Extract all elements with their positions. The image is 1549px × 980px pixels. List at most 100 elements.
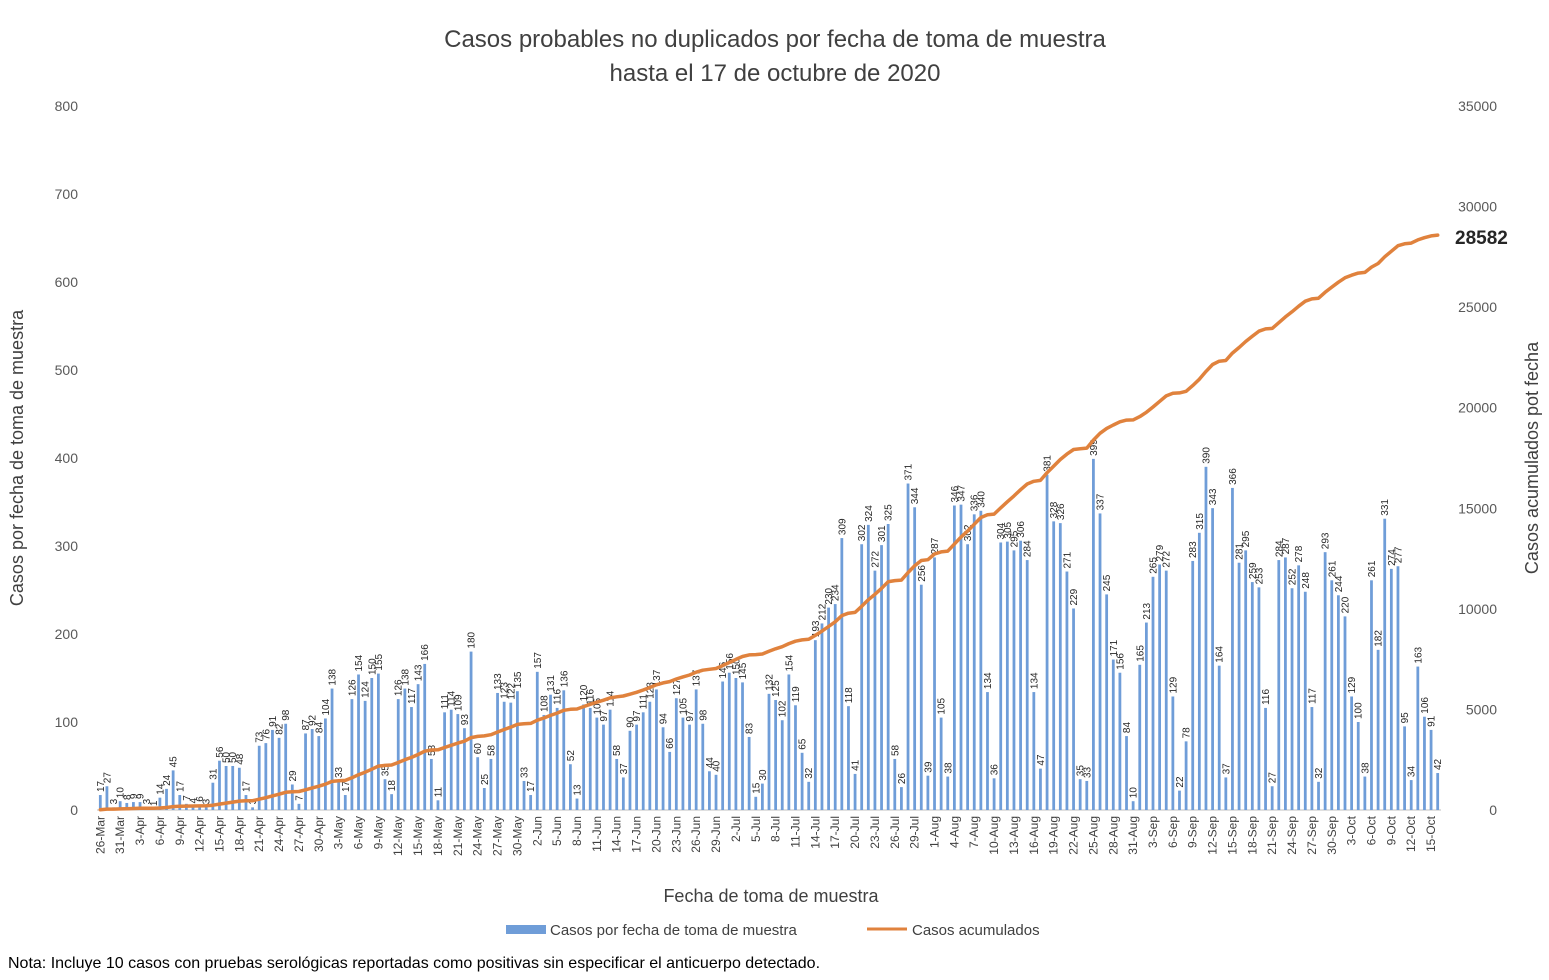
x-tick-label: 16-Aug: [1027, 816, 1041, 855]
bar: [747, 736, 751, 810]
bar-data-label: 274: [1387, 549, 1398, 566]
bar-data-label: 65: [798, 738, 809, 750]
bar-data-label: 13: [573, 784, 584, 796]
bar-data-label: 111: [440, 694, 451, 710]
bar: [1409, 780, 1413, 810]
bar: [992, 778, 996, 810]
bar: [1416, 666, 1420, 810]
bar: [370, 678, 374, 810]
legend: Casos por fecha de toma de muestra Casos…: [506, 922, 1040, 939]
y-left-tick-label: 600: [55, 274, 79, 290]
bar: [337, 780, 341, 810]
bar: [880, 545, 883, 810]
bar: [668, 751, 672, 810]
bar: [237, 767, 241, 810]
bar-data-label: 234: [831, 584, 842, 601]
bar: [535, 671, 539, 810]
bar: [436, 800, 440, 810]
bar-data-label: 105: [678, 697, 689, 714]
bar-data-label: 156: [1115, 653, 1126, 670]
bar-data-label: 7: [294, 795, 305, 801]
bar-data-label: 10: [116, 787, 127, 799]
bar: [429, 758, 433, 810]
legend-line-label: Casos acumulados: [912, 922, 1040, 939]
bar: [1085, 780, 1089, 810]
bar: [138, 802, 142, 810]
bar-data-label: 35: [1076, 765, 1087, 777]
bar-data-label: 116: [553, 689, 564, 705]
x-tick-label: 27-Apr: [292, 816, 306, 852]
bar: [549, 694, 552, 810]
bar-data-label: 102: [778, 700, 789, 717]
bar-data-label: 399: [1089, 439, 1100, 456]
bar: [972, 514, 976, 810]
bar: [1211, 508, 1214, 810]
bar-data-label: 343: [1208, 488, 1219, 505]
bar: [1389, 568, 1393, 810]
bar-data-label: 295: [1010, 530, 1021, 547]
bar-data-label: 114: [447, 690, 458, 706]
bar: [330, 688, 334, 810]
x-tick-label: 24-Sep: [1285, 816, 1299, 855]
x-tick-label: 9-Apr: [173, 816, 187, 845]
bar: [264, 743, 268, 810]
bar-data-label: 193: [811, 620, 822, 637]
bar-data-label: 324: [864, 505, 875, 522]
bar: [1125, 736, 1128, 810]
bar-data-label: 56: [215, 746, 226, 758]
bar: [363, 700, 367, 810]
x-tick-label: 23-Jul: [868, 816, 882, 849]
bar-data-label: 164: [1215, 646, 1226, 663]
x-tick-label: 14-Jul: [808, 816, 822, 849]
bar-data-label: 244: [1334, 575, 1345, 592]
x-tick-label: 4-Aug: [947, 816, 961, 848]
x-tick-label: 15-Apr: [213, 816, 227, 852]
bar: [211, 782, 215, 810]
bar: [1025, 560, 1029, 810]
bar: [1045, 474, 1049, 810]
bar-data-label: 166: [420, 644, 431, 661]
bar: [734, 678, 738, 810]
bar-data-label: 27: [102, 772, 113, 784]
bar-data-label: 52: [566, 750, 577, 762]
bar-data-label: 256: [917, 565, 928, 582]
bar-data-label: 336: [970, 494, 981, 511]
x-tick-label: 11-Jun: [590, 816, 604, 852]
bar-data-label: 48: [235, 753, 246, 765]
bar: [986, 692, 989, 810]
x-tick-label: 26-Jun: [689, 816, 703, 853]
bar-data-label: 106: [1420, 697, 1431, 714]
bar: [1429, 729, 1433, 810]
x-tick-label: 9-Sep: [1186, 816, 1200, 848]
x-tick-label: 23-Jun: [669, 816, 683, 853]
bar-data-label: 14: [155, 783, 166, 795]
x-tick-label: 3-May: [332, 816, 346, 849]
bar: [1098, 513, 1102, 810]
bar-data-label: 60: [473, 743, 484, 755]
bar-data-label: 32: [1314, 767, 1325, 779]
x-tick-label: 6-Sep: [1166, 816, 1180, 848]
bar: [588, 707, 592, 810]
bar: [575, 798, 579, 810]
bar: [1118, 672, 1122, 810]
bar: [727, 672, 731, 810]
bar: [125, 802, 129, 810]
bar: [218, 760, 221, 810]
bar-data-label: 116: [586, 689, 597, 705]
bar: [919, 584, 923, 810]
bar: [767, 693, 771, 810]
bar-data-label: 261: [1327, 560, 1338, 577]
bar: [1237, 562, 1241, 810]
bar-data-label: 3: [142, 798, 153, 804]
bar: [1197, 532, 1201, 810]
bar: [396, 699, 400, 810]
bar: [463, 728, 466, 810]
bar: [304, 733, 307, 810]
x-tick-label: 12-May: [391, 816, 405, 856]
bar: [1019, 540, 1022, 810]
bar-data-label: 105: [592, 697, 603, 714]
x-tick-label: 9-Oct: [1384, 815, 1398, 845]
bar: [1224, 777, 1228, 810]
bar: [1244, 550, 1248, 810]
bar: [456, 714, 460, 810]
